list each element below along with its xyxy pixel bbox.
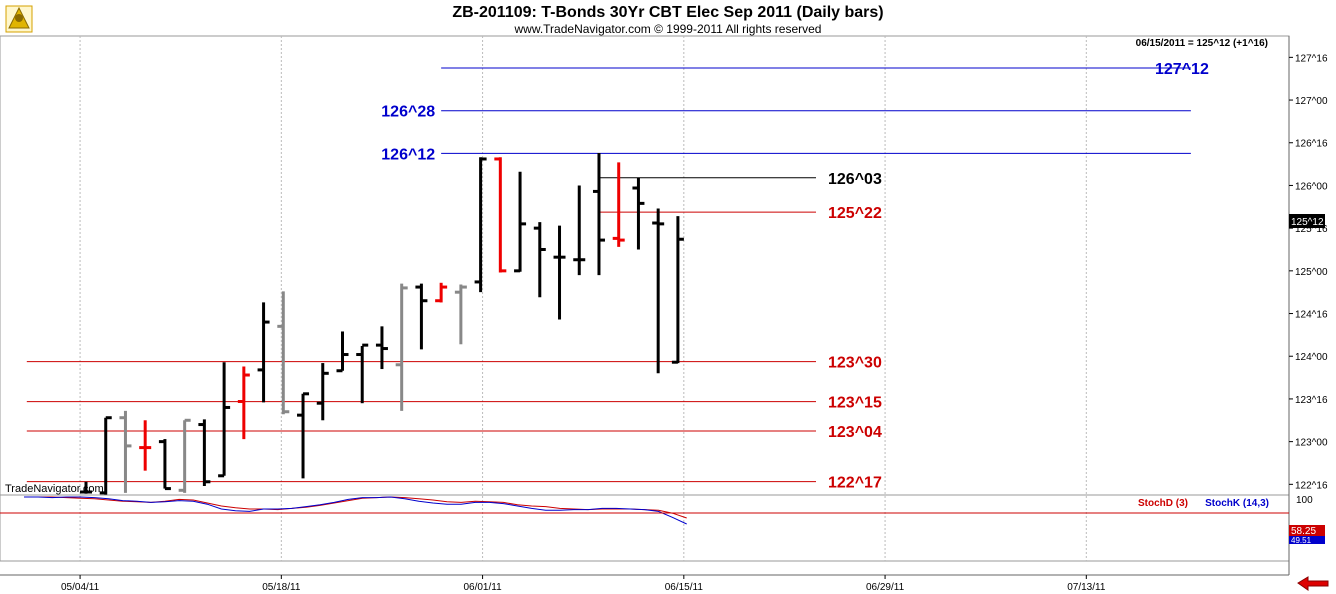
- levels: 127^12 126^28 126^12 126^03 125^22 123^30 123^…: [26, 61, 1209, 492]
- stoch-d-tag: 58.25: [1289, 525, 1325, 537]
- level-label: 127^12: [1155, 61, 1209, 78]
- logo-icon: [5, 5, 33, 33]
- svg-text:58.25: 58.25: [1291, 526, 1316, 537]
- price-bars: [80, 152, 684, 495]
- y-tick-label: 125^00: [1295, 267, 1328, 278]
- stoch-d-legend: StochD (3): [1138, 498, 1188, 509]
- chart-title: ZB-201109: T-Bonds 30Yr CBT Elec Sep 201…: [452, 4, 883, 21]
- stoch-panel[interactable]: [0, 494, 1290, 562]
- y-tick-label: 123^00: [1295, 438, 1328, 449]
- x-tick-label: 07/13/11: [1067, 582, 1106, 593]
- level-label: 123^15: [828, 395, 882, 412]
- watermark: TradeNavigator.com: [5, 483, 104, 495]
- y-tick-label: 124^16: [1295, 310, 1328, 321]
- left-arrow-icon[interactable]: [1297, 576, 1329, 591]
- level-label: 126^28: [381, 104, 435, 121]
- stoch-k-tag: 49.51: [1289, 536, 1325, 545]
- y-tick-label: 127^16: [1295, 53, 1328, 64]
- level-label: 122^17: [828, 475, 882, 492]
- price-axis: 122^16 123^00 123^16 124^00 124^16 125^00 125^…: [1289, 53, 1328, 491]
- y-tick-label: 126^00: [1295, 181, 1328, 192]
- svg-text:125^12: 125^12: [1291, 217, 1324, 228]
- price-panel[interactable]: [0, 35, 1290, 496]
- chart-subtitle: www.TradeNavigator.com © 1999-2011 All r…: [514, 22, 822, 36]
- x-tick-label: 06/29/11: [866, 582, 905, 593]
- x-tick-label: 05/18/11: [262, 582, 301, 593]
- x-tick-label: 06/15/11: [665, 582, 704, 593]
- level-label: 123^04: [828, 424, 882, 441]
- level-label: 126^03: [828, 171, 882, 188]
- y-tick-label: 126^16: [1295, 139, 1328, 150]
- stoch-k-line: [24, 496, 687, 525]
- stoch-lines: [24, 496, 687, 525]
- x-tick-label: 06/01/11: [463, 582, 502, 593]
- level-label: 126^12: [381, 146, 435, 163]
- y-tick-label: 123^16: [1295, 395, 1328, 406]
- y-tick-label: 122^16: [1295, 480, 1328, 491]
- stoch-k-legend: StochK (14,3): [1205, 498, 1269, 509]
- y-tick-label: 127^00: [1295, 96, 1328, 107]
- date-axis: 05/04/11 05/18/11 06/01/11 06/15/11 06/29/11…: [61, 575, 1106, 593]
- y-tick-label: 125^16: [1295, 224, 1328, 235]
- stoch-axis-label: 100: [1296, 495, 1313, 506]
- svg-text:49.51: 49.51: [1291, 536, 1312, 545]
- quote-readout: 06/15/2011 = 125^12 (+1^16): [1136, 38, 1268, 49]
- y-tick-label: 124^00: [1295, 352, 1328, 363]
- grid: [79, 36, 1087, 561]
- last-price-tag: 125^12: [1289, 214, 1325, 228]
- x-tick-label: 05/04/11: [61, 582, 100, 593]
- level-label: 125^22: [828, 205, 882, 222]
- level-label: 123^30: [828, 355, 882, 372]
